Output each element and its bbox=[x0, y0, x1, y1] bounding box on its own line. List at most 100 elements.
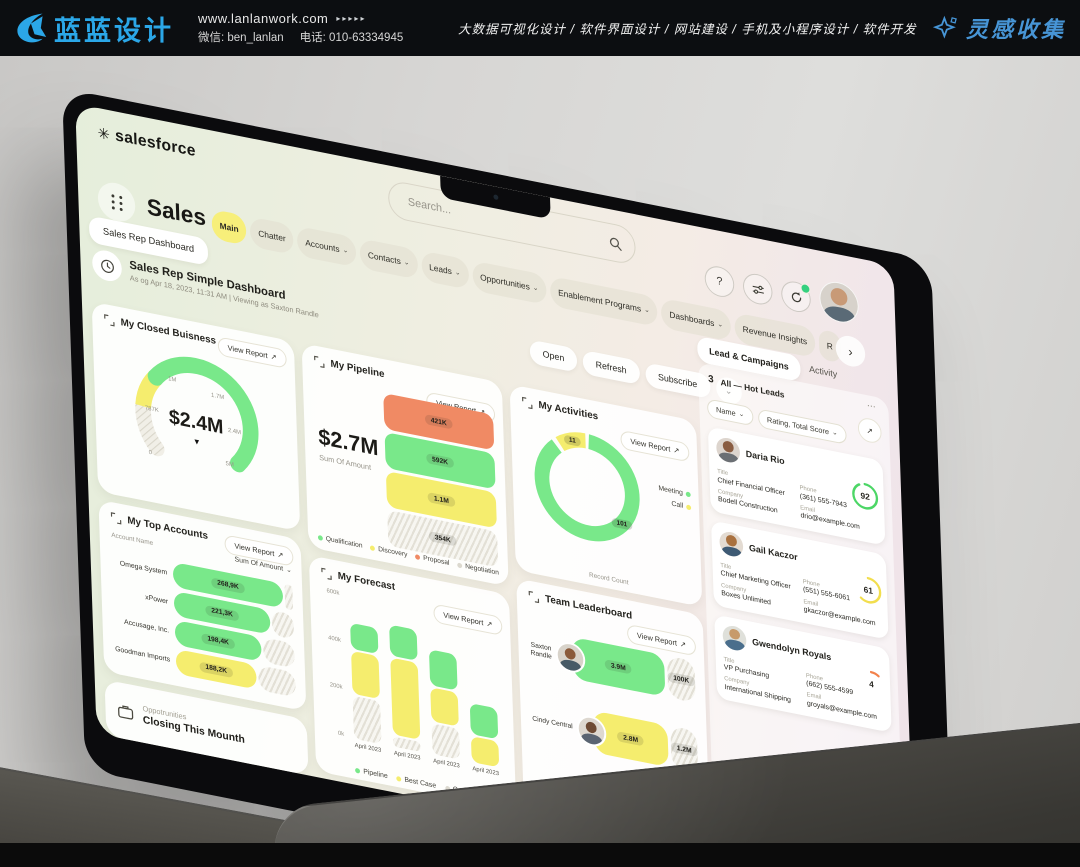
salesforce-wordmark: salesforce bbox=[114, 127, 197, 161]
floor-strip bbox=[0, 843, 1080, 867]
leads-panel: 3 All — Hot Leads ⋯ ↗ Name ⌄ Rating, Tota… bbox=[697, 361, 905, 867]
card-my-closed-business: My Closed Buisness View Report ↗ 0 bbox=[91, 301, 301, 532]
nav-item-contacts[interactable]: Contacts ⌄ bbox=[359, 238, 418, 280]
card-opportunities[interactable]: Oppotrunities Closing This Mounth bbox=[104, 679, 309, 776]
collection-text: 灵感收集 bbox=[965, 17, 1066, 42]
svg-text:5M: 5M bbox=[226, 461, 234, 469]
expand-icon[interactable] bbox=[528, 590, 540, 604]
contact-name: Gail Kaczor bbox=[748, 542, 798, 563]
nav-item-accounts[interactable]: Accounts ⌄ bbox=[296, 225, 357, 268]
services-list: 大数据可视化设计 / 软件界面设计 / 网站建设 / 手机及小程序设计 / 软件… bbox=[458, 22, 917, 37]
activities-legend: Meeting Call bbox=[658, 485, 692, 517]
more-dots-icon[interactable]: ⋯ bbox=[866, 400, 877, 413]
score-value: 4 bbox=[869, 678, 875, 690]
salesforce-logo: ✳ salesforce bbox=[97, 124, 196, 161]
card-title: My Pipeline bbox=[330, 358, 385, 381]
search-bar[interactable] bbox=[387, 179, 637, 267]
avatar bbox=[722, 623, 747, 653]
refresh-dashboard-button[interactable]: Refresh bbox=[582, 349, 640, 386]
dashboard-screen: ✳ salesforce ? bbox=[75, 103, 915, 867]
arrow-up-right-icon: ↗ bbox=[277, 549, 284, 560]
y-tick: 600k bbox=[326, 588, 340, 597]
collection-brand: 灵感收集 bbox=[932, 12, 1066, 44]
chevron-down-icon: ⌄ bbox=[738, 410, 745, 419]
settings-button[interactable] bbox=[742, 271, 773, 308]
grid-icon bbox=[111, 194, 122, 211]
contact-card[interactable]: Gail Kaczor Title Chief Marketing Office… bbox=[711, 520, 889, 640]
chevron-down-icon: ⌄ bbox=[285, 566, 292, 575]
page-header: Sales Rep Simple Dashboard As og Apr 18,… bbox=[91, 247, 319, 323]
top-banner: 蓝蓝设计 www.lanlanwork.com ▸▸▸▸▸ 微信: ben_la… bbox=[0, 0, 1080, 56]
arrows-decoration: ▸▸▸▸▸ bbox=[336, 14, 367, 23]
nav-item-enablement-programs[interactable]: Enablement Programs ⌄ bbox=[549, 275, 659, 328]
scene: ✳ salesforce ? bbox=[0, 56, 1080, 867]
chevron-down-icon: ⌄ bbox=[831, 428, 838, 438]
score-ring: 4 bbox=[856, 666, 886, 702]
arrow-up-right-icon: ↗ bbox=[679, 639, 687, 650]
card-my-top-accounts: My Top Accounts View Report ↗ Account Nam… bbox=[98, 499, 307, 712]
open-button[interactable]: Open bbox=[529, 339, 578, 373]
phone-text: 电话: 010-63334945 bbox=[299, 32, 404, 44]
contact-card[interactable]: Daria Rio Title Chief Financial Officer … bbox=[707, 426, 886, 546]
nav-item-leads[interactable]: Leads ⌄ bbox=[420, 250, 469, 290]
leaderboard-row: Cindy Central 2.8M 1.2M bbox=[530, 698, 699, 774]
donut-chart bbox=[534, 432, 640, 542]
y-tick: 200k bbox=[329, 682, 343, 691]
website-text: www.lanlanwork.com bbox=[198, 11, 329, 26]
help-button[interactable]: ? bbox=[704, 263, 735, 300]
contact-name: Daria Rio bbox=[745, 448, 785, 467]
card-my-pipeline: My Pipeline View Report↗ $2.7M Sum Of Am… bbox=[301, 342, 509, 587]
top-accounts-rows: Omega System 268,9K xPower 221,3K Accusa… bbox=[110, 547, 297, 699]
briefcase-icon bbox=[117, 702, 134, 720]
score-value: 61 bbox=[863, 584, 874, 596]
axis-label: Account Name bbox=[111, 531, 154, 548]
avatar bbox=[719, 529, 744, 559]
laptop: ✳ salesforce ? bbox=[62, 88, 955, 867]
pipeline-total: $2.7M Sum Of Amount bbox=[317, 423, 379, 472]
expand-icon[interactable] bbox=[110, 512, 122, 525]
card-title: My Forecast bbox=[337, 570, 396, 593]
nav-item-opportunities[interactable]: Opportunities ⌄ bbox=[471, 260, 547, 306]
brand-name: 蓝蓝设计 bbox=[54, 15, 174, 46]
chevron-down-icon: ⌄ bbox=[403, 258, 410, 267]
score-value: 92 bbox=[860, 490, 870, 503]
help-icon: ? bbox=[716, 274, 723, 289]
lead-count: 3 bbox=[707, 373, 714, 386]
expand-icon[interactable] bbox=[314, 355, 325, 369]
lead-filter-title[interactable]: All — Hot Leads bbox=[720, 376, 785, 400]
chevron-right-icon: › bbox=[848, 343, 853, 360]
nav-item-dashboards[interactable]: Dashboards ⌄ bbox=[661, 297, 732, 342]
expand-icon[interactable] bbox=[321, 567, 332, 581]
score-ring: 61 bbox=[853, 572, 883, 608]
expand-icon[interactable] bbox=[522, 396, 533, 410]
user-avatar[interactable] bbox=[818, 278, 860, 327]
y-tick: 0k bbox=[337, 730, 345, 738]
card-team-leaderboard: Team Leaderboard View Report ↗ Saxton Ran… bbox=[516, 578, 711, 849]
filter-name[interactable]: Name ⌄ bbox=[706, 398, 754, 427]
arrow-up-right-icon: ↗ bbox=[866, 425, 874, 436]
pipeline-bars: 421K 592K 1.1M 354K bbox=[383, 392, 499, 571]
wechat-text: 微信: ben_lanlan bbox=[198, 32, 284, 44]
svg-text:1.7M: 1.7M bbox=[211, 393, 224, 402]
clock-icon bbox=[91, 247, 123, 284]
nav-item-chatter[interactable]: Chatter bbox=[249, 216, 294, 256]
expand-icon[interactable] bbox=[104, 314, 115, 327]
sparkle-icon bbox=[932, 15, 959, 41]
avatar bbox=[715, 435, 741, 465]
contact-card[interactable]: Gwendolyn Royals Title VP Purchasing Com… bbox=[714, 613, 892, 734]
chevron-down-icon: ⌄ bbox=[532, 283, 539, 293]
card-my-activities: My Activities View Report ↗ 11 101 Meetin… bbox=[509, 384, 703, 607]
brand-logo-icon bbox=[12, 10, 48, 46]
card-title: Team Leaderboard bbox=[544, 593, 633, 622]
nav-item-main[interactable]: Main bbox=[211, 208, 248, 246]
chevron-down-icon: ⌄ bbox=[643, 305, 650, 315]
tab-activity[interactable]: Activity bbox=[809, 363, 838, 380]
chevron-down-icon: ⌄ bbox=[342, 246, 349, 255]
refresh-button[interactable] bbox=[780, 278, 812, 315]
svg-text:2.4M: 2.4M bbox=[228, 428, 241, 437]
arrow-up-right-icon: ↗ bbox=[270, 351, 277, 362]
y-tick: 400k bbox=[328, 635, 342, 644]
card-my-forecast: My Forecast View Report ↗ 600k 400k 200k … bbox=[308, 554, 517, 811]
svg-text:0: 0 bbox=[149, 450, 153, 457]
chevron-down-icon: ⌄ bbox=[454, 268, 461, 277]
